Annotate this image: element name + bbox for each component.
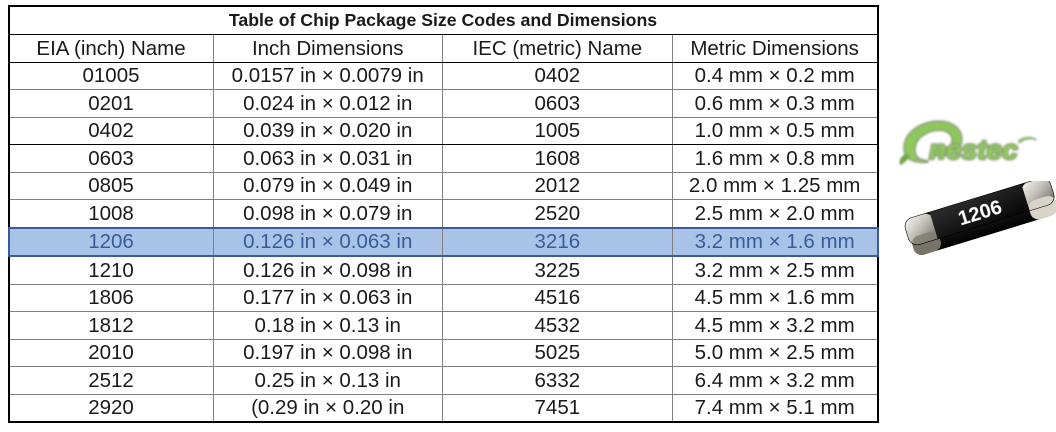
svg-text:nestec: nestec	[929, 134, 1018, 165]
